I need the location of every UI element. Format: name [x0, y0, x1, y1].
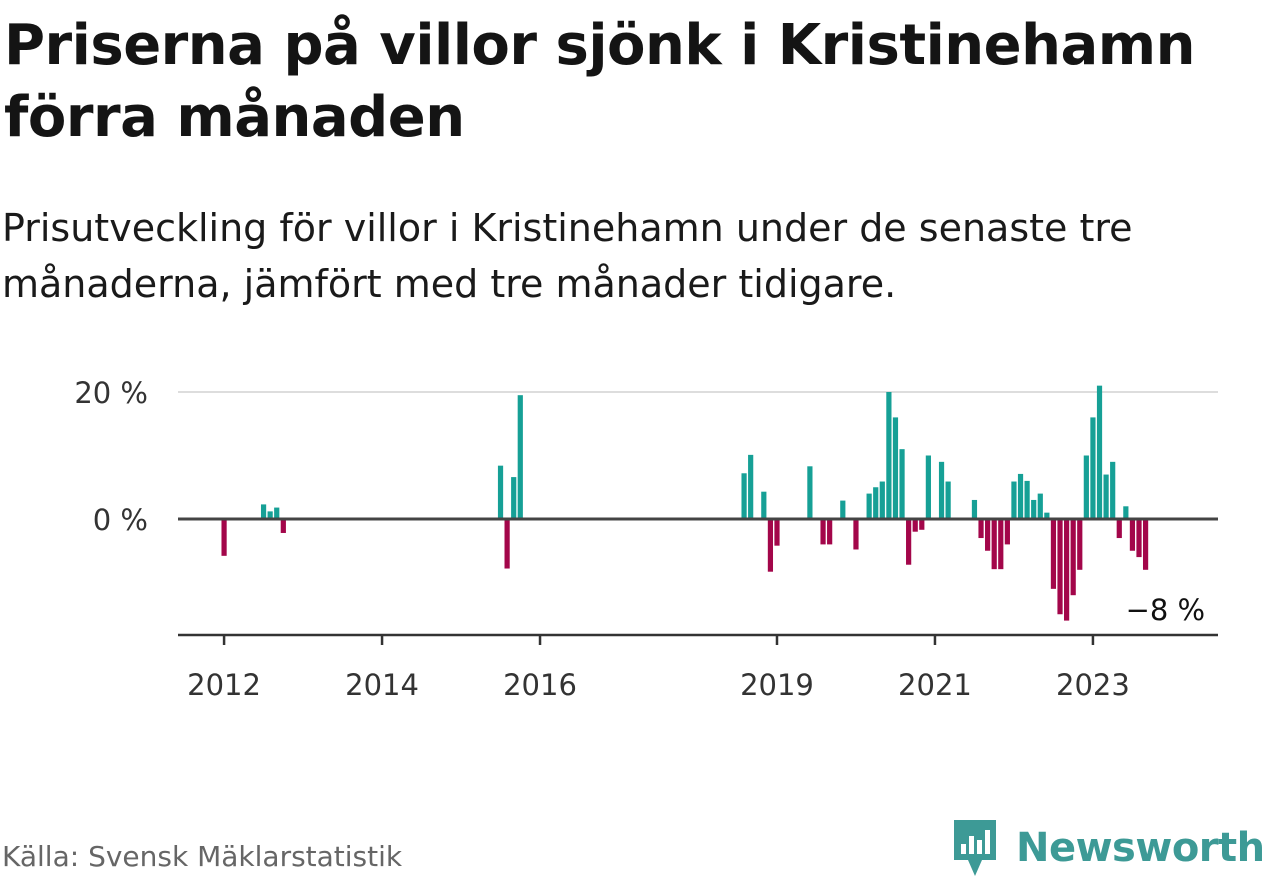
- bar: [774, 519, 780, 546]
- x-tick-label: 2016: [503, 668, 577, 702]
- x-tick-label: 2014: [345, 668, 419, 702]
- bar: [840, 500, 846, 519]
- bar: [1024, 480, 1030, 519]
- axis-layer: [178, 517, 1218, 645]
- brand-logo: Newsworthy: [950, 818, 1262, 878]
- bar: [998, 519, 1004, 570]
- bar: [906, 519, 912, 565]
- chart-subtitle: Prisutveckling för villor i Kristinehamn…: [2, 206, 1133, 306]
- bar: [1057, 519, 1063, 615]
- bar: [1090, 417, 1096, 519]
- bar: [1123, 506, 1129, 519]
- bar: [267, 511, 273, 519]
- bar: [221, 519, 227, 556]
- bar-chart: 0 % 20 % 2012 2014 2016 2019 2021 2023 −8 %: [74, 376, 1218, 702]
- bar: [985, 519, 991, 551]
- bar: [260, 504, 267, 519]
- bar: [517, 395, 523, 519]
- x-tick-label: 2021: [898, 668, 972, 702]
- bar: [919, 519, 925, 530]
- x-tick-label: 2012: [187, 668, 261, 702]
- bar: [761, 491, 767, 519]
- bar: [511, 477, 517, 519]
- source-note: Källa: Svensk Mäklarstatistik: [2, 840, 403, 873]
- bar: [892, 417, 899, 519]
- bar: [938, 461, 945, 519]
- last-value-label: −8 %: [1126, 593, 1206, 627]
- bar: [820, 519, 826, 545]
- bar: [1110, 461, 1116, 519]
- bar: [899, 449, 905, 519]
- bar: [767, 519, 774, 572]
- newsworthy-logo-icon: [954, 820, 996, 876]
- brand-name: Newsworthy: [1016, 825, 1262, 871]
- bar: [1037, 493, 1043, 519]
- bar: [945, 481, 951, 519]
- x-tick-label: 2023: [1056, 668, 1130, 702]
- bar: [1050, 519, 1057, 589]
- bar: [274, 507, 280, 519]
- bar: [504, 519, 510, 569]
- x-tick-label: 2019: [740, 668, 814, 702]
- bar: [925, 455, 931, 519]
- bar: [978, 519, 984, 539]
- bar: [866, 493, 872, 519]
- chart-title: Priserna på villor sjönk i Kristinehamn …: [4, 13, 1196, 150]
- bar: [1077, 519, 1083, 570]
- bar: [748, 454, 754, 519]
- bar: [1129, 519, 1136, 551]
- bars-layer: [221, 385, 1149, 621]
- bar: [1011, 481, 1017, 519]
- bar: [280, 519, 286, 533]
- y-tick-label: 0 %: [93, 503, 148, 537]
- bar: [1070, 519, 1076, 596]
- bar: [853, 519, 859, 550]
- bar: [1004, 519, 1010, 545]
- label-layer: 0 % 20 % 2012 2014 2016 2019 2021 2023 −8 %: [74, 376, 1205, 702]
- bar: [912, 519, 918, 532]
- bar: [873, 487, 879, 519]
- bar: [1031, 499, 1037, 519]
- bar: [1116, 519, 1122, 539]
- bar: [1044, 512, 1050, 519]
- bar: [886, 392, 892, 519]
- bar: [971, 499, 978, 519]
- bar: [1064, 519, 1070, 621]
- bar: [807, 466, 813, 519]
- bar: [1083, 455, 1089, 519]
- bar: [1017, 473, 1024, 519]
- bar: [879, 481, 885, 519]
- bar: [1103, 474, 1109, 519]
- bar: [827, 519, 833, 545]
- y-tick-label: 20 %: [74, 376, 148, 410]
- bar: [741, 473, 747, 519]
- bar: [1136, 519, 1142, 558]
- bar: [1142, 519, 1149, 570]
- bar: [497, 465, 504, 519]
- bar: [1096, 385, 1103, 519]
- bar: [991, 519, 997, 570]
